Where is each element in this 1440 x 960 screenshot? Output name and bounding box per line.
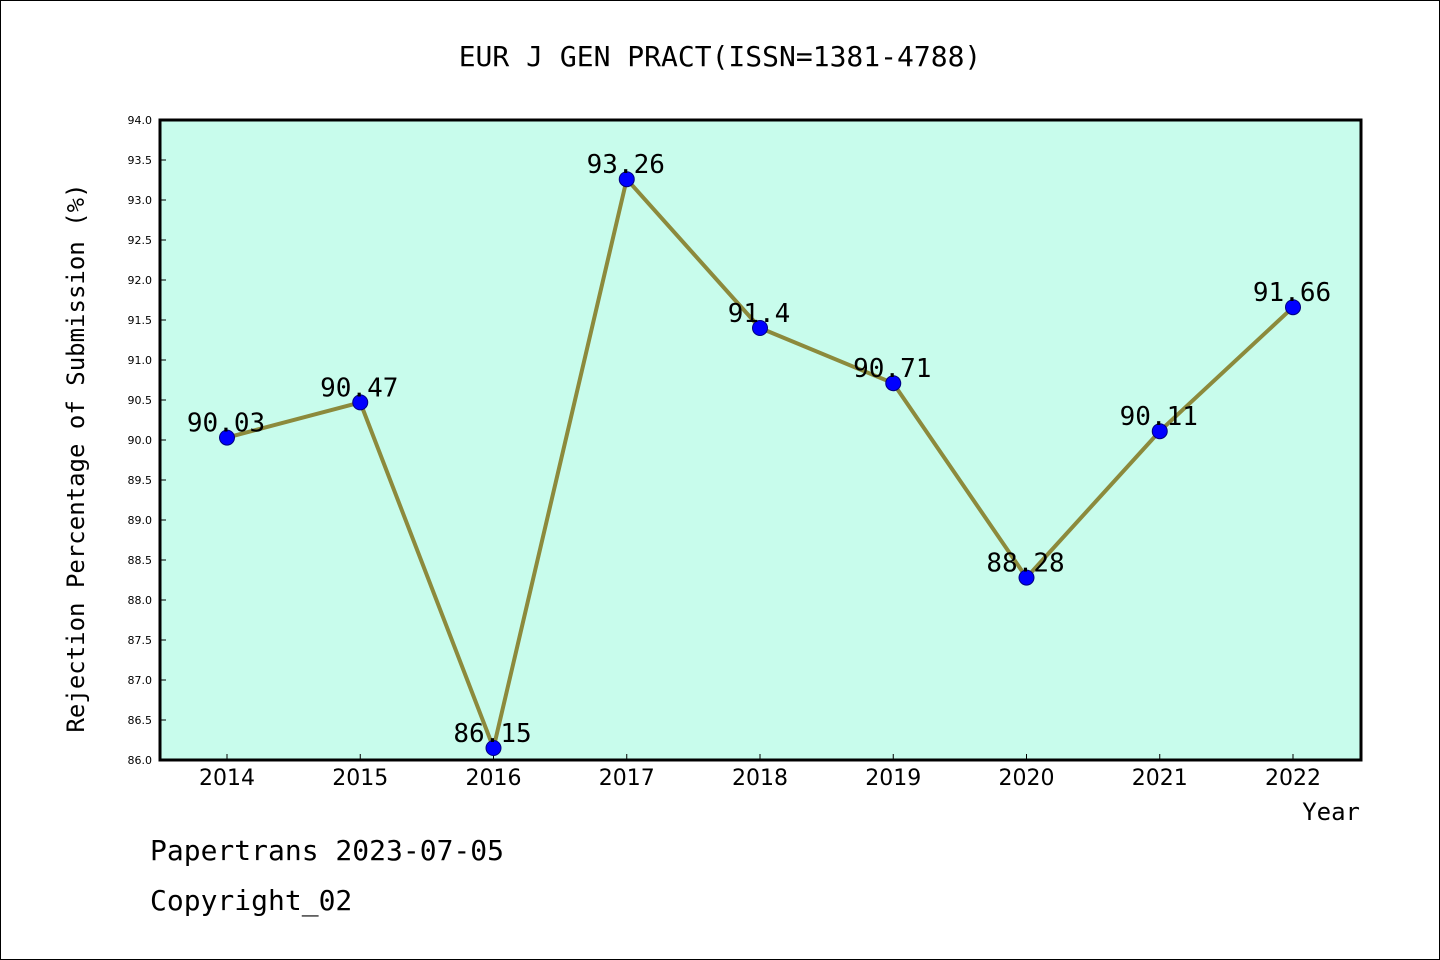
data-label: 91.4 (728, 299, 791, 329)
data-label: 86.15 (453, 719, 531, 749)
data-label: 93.26 (587, 150, 665, 180)
x-tick-label: 2021 (1132, 766, 1188, 791)
y-tick-label: 89.5 (128, 474, 153, 487)
y-tick-label: 86.5 (128, 714, 153, 727)
x-tick-label: 2014 (199, 766, 255, 791)
x-axis-ticks: 2014 2015 2016 2017 2018 2019 2020 2021 2022 (199, 754, 1321, 791)
y-tick-label: 93.0 (128, 194, 153, 207)
x-tick-label: 2019 (865, 766, 921, 791)
data-point-marker (1018, 569, 1035, 586)
x-tick-label: 2015 (332, 766, 388, 791)
plot-border (158, 118, 1363, 762)
data-label: 90.47 (320, 373, 398, 403)
data-point-marker (885, 375, 902, 392)
data-point-marker (1285, 299, 1301, 316)
data-point-marker (485, 740, 502, 756)
data-point-marker (352, 394, 369, 411)
y-tick-label: 92.5 (128, 234, 153, 247)
plot-area (160, 120, 1361, 760)
data-label: 91.66 (1253, 278, 1331, 308)
series-group (219, 171, 1301, 756)
y-tick-label: 87.5 (128, 634, 153, 647)
y-tick-label: 94.0 (128, 114, 153, 127)
y-tick-label: 90.5 (128, 394, 153, 407)
data-label: 90.71 (853, 354, 931, 384)
x-axis-label: Year (1302, 798, 1360, 826)
y-axis-label: Rejection Percentage of Submission (%) (62, 183, 90, 732)
y-tick-label: 93.5 (128, 154, 153, 167)
y-tick-label: 92.0 (128, 274, 153, 287)
x-tick-label: 2022 (1265, 766, 1321, 791)
x-tick-label: 2018 (732, 766, 788, 791)
data-label: 90.03 (187, 409, 265, 439)
y-axis-ticks: 86.0 86.5 87.0 87.5 88.0 88.5 89.0 89.5 90.0 90.5… (128, 114, 166, 767)
chart-title: EUR J GEN PRACT(ISSN=1381-4788) (459, 40, 982, 73)
data-point-marker (752, 320, 768, 336)
x-tick-label: 2017 (599, 766, 655, 791)
data-point-marker (618, 171, 635, 188)
footer-watermark-date: Papertrans 2023-07-05 (150, 834, 505, 867)
y-tick-label: 90.0 (128, 434, 153, 447)
y-tick-label: 91.5 (128, 314, 153, 327)
y-tick-label: 89.0 (128, 514, 153, 527)
y-tick-label: 88.0 (128, 594, 153, 607)
data-point-marker (1151, 423, 1168, 440)
x-tick-label: 2016 (466, 766, 522, 791)
y-tick-label: 88.5 (128, 554, 153, 567)
data-label: 90.11 (1120, 402, 1198, 432)
y-tick-label: 91.0 (128, 354, 153, 367)
x-tick-label: 2020 (999, 766, 1055, 791)
footer-copyright: Copyright_02 (150, 884, 353, 917)
y-tick-label: 87.0 (128, 674, 153, 687)
data-point-marker (219, 429, 235, 446)
data-label: 88.28 (986, 549, 1064, 579)
data-labels: 90.03 90.47 86.15 93.26 91.4 90.71 88.28 90.11 9… (187, 150, 1331, 749)
y-tick-label: 86.0 (128, 754, 153, 767)
